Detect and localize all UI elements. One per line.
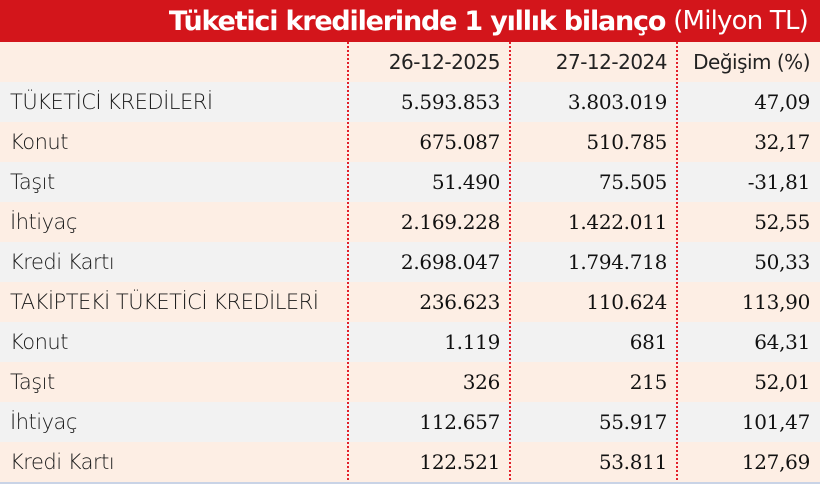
column-divider [676, 42, 678, 484]
value-2024: 215 [629, 370, 668, 394]
table-row: TAKİPTEKİ TÜKETİCİ KREDİLERİ 236.623 110… [0, 282, 820, 322]
column-divider [347, 42, 349, 484]
value-change: 101,47 [741, 410, 810, 434]
value-2024: 1.422.011 [567, 210, 667, 234]
row-label: Konut [10, 330, 68, 354]
header-2024: 27-12-2024 [555, 50, 668, 74]
table-row: Konut 675.087 510.785 32,17 [0, 122, 820, 162]
value-2025: 122.521 [419, 450, 500, 474]
value-change: 50,33 [754, 250, 810, 274]
value-2025: 5.593.853 [400, 90, 500, 114]
value-2024: 75.505 [598, 170, 667, 194]
value-2024: 3.803.019 [567, 90, 667, 114]
value-2024: 110.624 [586, 290, 667, 314]
value-2025: 675.087 [419, 130, 500, 154]
value-2024: 681 [629, 330, 668, 354]
row-label: Konut [10, 130, 68, 154]
value-2024: 1.794.718 [567, 250, 667, 274]
value-2025: 326 [462, 370, 501, 394]
row-label: Taşıt [10, 170, 55, 194]
table-row: Kredi Kartı 122.521 53.811 127,69 [0, 442, 820, 482]
value-2025: 112.657 [419, 410, 500, 434]
value-change: 64,31 [754, 330, 810, 354]
value-change: 127,69 [741, 450, 810, 474]
value-change: -31,81 [747, 170, 811, 194]
table-row: Taşıt 326 215 52,01 [0, 362, 820, 402]
table-row: Taşıt 51.490 75.505 -31,81 [0, 162, 820, 202]
value-2024: 53.811 [598, 450, 667, 474]
row-label: İhtiyaç [10, 210, 77, 234]
table-row: İhtiyaç 2.169.228 1.422.011 52,55 [0, 202, 820, 242]
value-2024: 55.917 [598, 410, 667, 434]
value-2025: 1.119 [444, 330, 500, 354]
table-row: Konut 1.119 681 64,31 [0, 322, 820, 362]
row-label: TÜKETİCİ KREDİLERİ [10, 90, 213, 114]
header-row: 26-12-2025 27-12-2024 Değişim (%) [0, 42, 820, 82]
value-change: 52,55 [754, 210, 810, 234]
row-label: Kredi Kartı [10, 250, 115, 274]
table-row: TÜKETİCİ KREDİLERİ 5.593.853 3.803.019 4… [0, 82, 820, 122]
row-label: İhtiyaç [10, 410, 77, 434]
row-label: Kredi Kartı [10, 450, 115, 474]
table-title: Tüketici kredilerinde 1 yıllık bilanço (… [0, 0, 820, 42]
column-divider [509, 42, 511, 484]
header-change: Değişim (%) [693, 50, 810, 74]
credit-table: 26-12-2025 27-12-2024 Değişim (%) TÜKETİ… [0, 42, 820, 482]
table-row: İhtiyaç 112.657 55.917 101,47 [0, 402, 820, 442]
value-change: 113,90 [741, 290, 810, 314]
value-2025: 51.490 [431, 170, 500, 194]
bottom-border [0, 482, 820, 484]
row-label: TAKİPTEKİ TÜKETİCİ KREDİLERİ [10, 290, 319, 314]
value-change: 32,17 [754, 130, 810, 154]
value-2024: 510.785 [586, 130, 667, 154]
value-2025: 2.698.047 [400, 250, 500, 274]
title-main: Tüketici kredilerinde 1 yıllık bilanço [168, 5, 667, 37]
header-label [0, 42, 348, 82]
value-change: 47,09 [754, 90, 810, 114]
value-2025: 2.169.228 [400, 210, 500, 234]
value-2025: 236.623 [419, 290, 500, 314]
value-change: 52,01 [754, 370, 810, 394]
header-2025: 26-12-2025 [388, 50, 501, 74]
title-unit: (Milyon TL) [673, 6, 809, 36]
table-row: Kredi Kartı 2.698.047 1.794.718 50,33 [0, 242, 820, 282]
row-label: Taşıt [10, 370, 55, 394]
